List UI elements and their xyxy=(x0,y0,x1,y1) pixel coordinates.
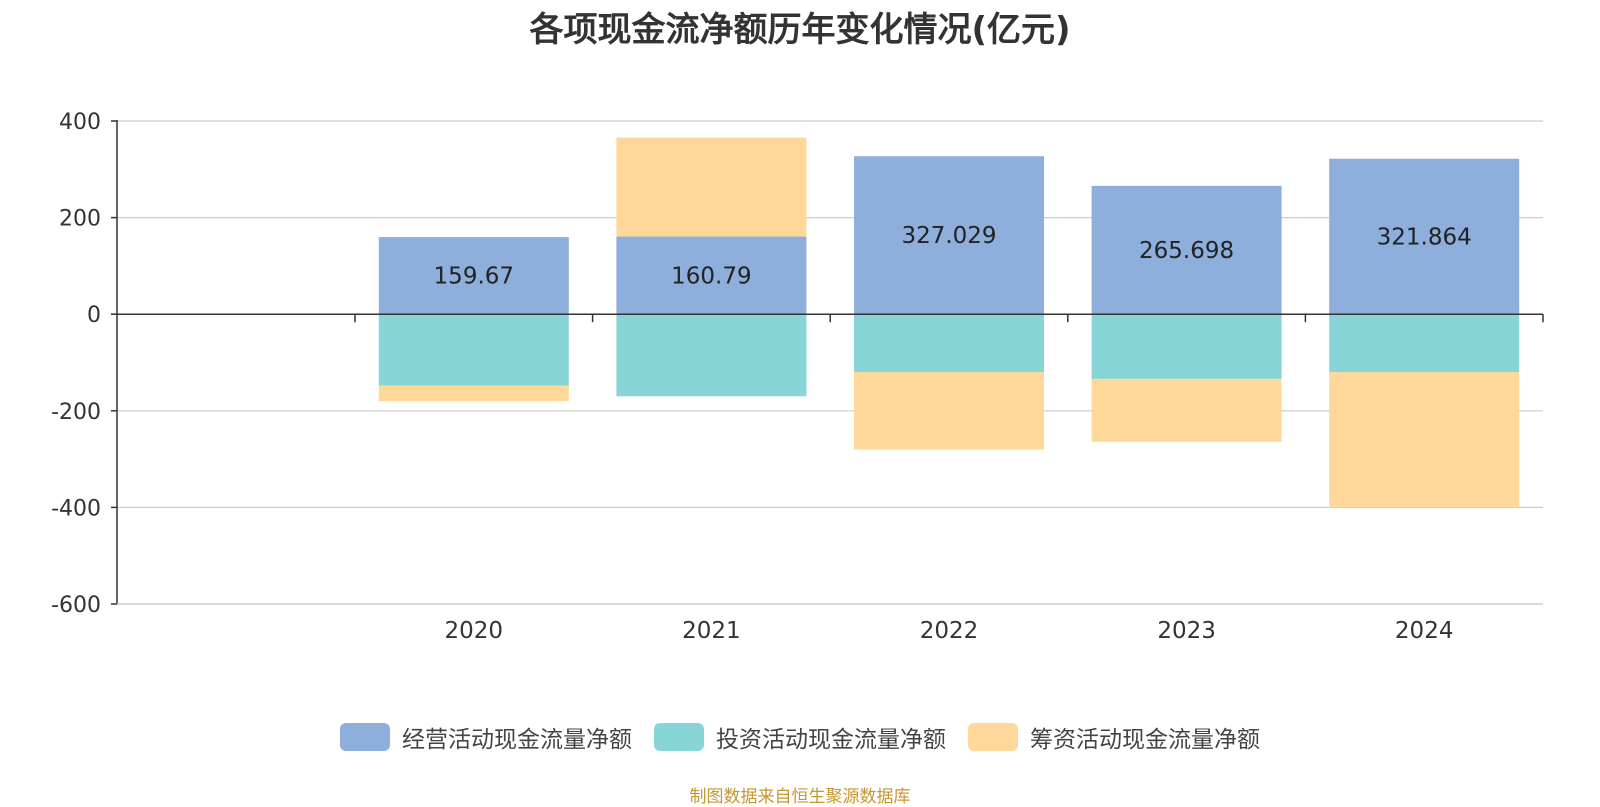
x-tick-label-2022: 2022 xyxy=(920,618,979,644)
chart-title: 各项现金流净额历年变化情况(亿元) xyxy=(529,10,1071,50)
bars xyxy=(378,137,1520,508)
source-note: 制图数据来自恒生聚源数据库 xyxy=(689,787,911,807)
legend-label: 投资活动现金流量净额 xyxy=(716,727,946,753)
data-label-2024: 321.864 xyxy=(1377,224,1472,250)
legend: 经营活动现金流量净额 投资活动现金流量净额 筹资活动现金流量净额 xyxy=(0,720,1600,754)
bar-2020-series-3[interactable] xyxy=(378,385,569,402)
bar-2023-series-3[interactable] xyxy=(1091,378,1282,442)
legend-swatch xyxy=(340,723,390,751)
legend-item-3[interactable]: 筹资活动现金流量净额 xyxy=(968,720,1260,754)
bar-2024-series-1[interactable] xyxy=(1329,158,1520,315)
x-tick-label-2020: 2020 xyxy=(445,618,504,644)
legend-swatch xyxy=(968,723,1018,751)
y-tick-label: 0 xyxy=(87,303,101,328)
bar-2023-series-2[interactable] xyxy=(1091,314,1282,379)
data-labels: 159.67 160.79 327.029 265.698 321.864 xyxy=(434,223,1472,289)
y-tick-label: 400 xyxy=(59,110,101,135)
legend-label: 筹资活动现金流量净额 xyxy=(1030,727,1260,753)
bar-2021-series-2[interactable] xyxy=(616,314,807,397)
legend-swatch xyxy=(654,723,704,751)
bar-2022-series-2[interactable] xyxy=(854,314,1044,373)
y-tick-label: 200 xyxy=(59,207,101,232)
bar-2020-series-2[interactable] xyxy=(378,314,569,386)
legend-label: 经营活动现金流量净额 xyxy=(402,727,632,753)
legend-item-1[interactable]: 经营活动现金流量净额 xyxy=(340,720,632,754)
data-label-2022: 327.029 xyxy=(901,223,996,249)
axes: 400 200 0 -200 -400 -600 2020 2021 2022 2023 2024 xyxy=(51,110,1544,644)
data-label-2020: 159.67 xyxy=(434,264,514,290)
data-label-2023: 265.698 xyxy=(1139,238,1234,264)
bar-2020-series-1[interactable] xyxy=(378,237,569,315)
x-tick-label-2023: 2023 xyxy=(1157,618,1216,644)
y-tick-label: -200 xyxy=(51,400,101,425)
y-tick-label: -400 xyxy=(51,496,101,521)
x-tick-label-2024: 2024 xyxy=(1395,618,1454,644)
bar-2022-series-1[interactable] xyxy=(854,156,1044,315)
legend-item-2[interactable]: 投资活动现金流量净额 xyxy=(654,720,946,754)
bar-2021-series-3[interactable] xyxy=(616,137,807,237)
x-tick-label-2021: 2021 xyxy=(682,618,741,644)
bar-2021-series-1[interactable] xyxy=(616,236,807,315)
grid-lines xyxy=(117,120,1543,605)
y-tick-label: -600 xyxy=(51,593,101,618)
bar-2024-series-2[interactable] xyxy=(1329,314,1520,373)
bar-2022-series-3[interactable] xyxy=(854,372,1044,450)
bar-2024-series-3[interactable] xyxy=(1329,372,1520,508)
bar-2023-series-1[interactable] xyxy=(1091,185,1282,315)
data-label-2021: 160.79 xyxy=(671,263,751,289)
